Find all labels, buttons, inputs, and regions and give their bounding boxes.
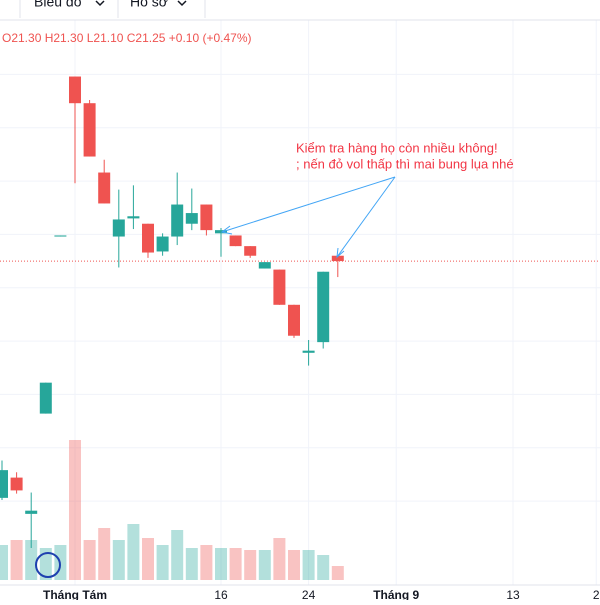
x-tick-label: 24: [302, 588, 316, 600]
volume-bar: [171, 530, 184, 580]
volume-bar: [156, 545, 169, 580]
volume-bar: [0, 545, 8, 580]
annotation-text[interactable]: ; nến đỏ vol thấp thì mai bung lụa nhé: [296, 156, 514, 171]
volume-bar: [288, 550, 300, 580]
volume-bar: [229, 548, 242, 580]
candle-body: [273, 269, 286, 305]
candle-body: [83, 103, 96, 157]
x-tick-label: Tháng 9: [373, 588, 419, 600]
volume-bar: [127, 524, 140, 580]
candle-body: [244, 246, 257, 256]
volume-bar: [215, 548, 227, 580]
candle-body: [185, 213, 198, 224]
volume-bar: [10, 540, 23, 580]
toolbar-button[interactable]: Hồ sơ: [130, 0, 168, 10]
candle-body: [98, 172, 111, 204]
toolbar: [0, 0, 600, 20]
x-tick-label: 2: [593, 588, 600, 600]
circle-drawing[interactable]: [35, 552, 61, 578]
volume-bar: [244, 550, 257, 580]
candle-body: [54, 235, 67, 237]
volume-bar: [200, 545, 213, 580]
candle-body: [156, 236, 169, 252]
candle-body: [288, 304, 300, 336]
volume-bar: [25, 540, 38, 580]
candle-body: [302, 350, 315, 353]
x-axis: [0, 585, 600, 600]
toolbar-button[interactable]: Biểu đồ: [34, 0, 82, 10]
candle-body: [171, 204, 184, 237]
volume-bar: [98, 528, 111, 580]
x-tick-label: Tháng Tám: [43, 588, 107, 600]
volume-bar: [69, 440, 81, 580]
volume-bar: [83, 540, 96, 580]
volume-bar: [185, 548, 198, 580]
dropdown-icon[interactable]: [177, 0, 187, 7]
candle-body: [229, 235, 242, 247]
candle-body: [331, 255, 344, 262]
volume-bar: [39, 548, 52, 580]
dropdown-icon[interactable]: [95, 0, 105, 7]
volume-bar: [273, 538, 286, 580]
volume-bar: [112, 540, 125, 580]
candle-body: [10, 477, 23, 491]
candle-body: [0, 470, 8, 498]
candle-body: [39, 382, 52, 414]
volume-bar: [142, 538, 154, 580]
x-tick-label: 16: [214, 588, 228, 600]
volume-bar: [317, 555, 330, 580]
candle-body: [258, 262, 271, 269]
candle-body: [69, 76, 81, 104]
annotation-text[interactable]: Kiểm tra hàng họ còn nhiều không!: [296, 140, 498, 155]
candle-body: [112, 219, 125, 237]
annotation-arrows[interactable]: [220, 176, 396, 259]
candle-body: [25, 510, 38, 514]
candle-body: [142, 223, 154, 253]
volume-bar: [302, 550, 315, 580]
x-tick-label: 13: [506, 588, 520, 600]
candle-body: [317, 271, 330, 343]
ohlc-legend: O21.30 H21.30 L21.10 C21.25 +0.10 (+0.47…: [2, 31, 252, 45]
volume-bar: [258, 550, 271, 580]
candle-body: [215, 230, 227, 234]
candle-body: [200, 204, 213, 231]
volume-bar: [331, 566, 344, 580]
candle-body: [127, 216, 140, 219]
